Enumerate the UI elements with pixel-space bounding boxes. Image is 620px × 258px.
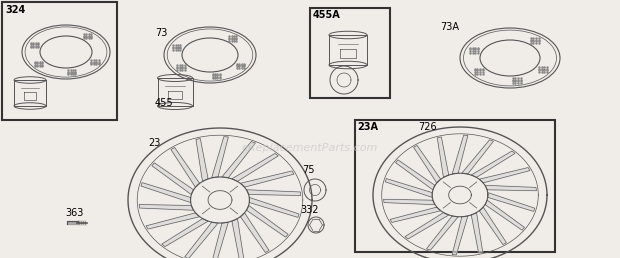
Polygon shape (488, 193, 534, 211)
Polygon shape (385, 179, 432, 197)
Text: 455A: 455A (313, 10, 341, 20)
Polygon shape (384, 199, 435, 205)
Text: 23: 23 (148, 138, 161, 148)
Polygon shape (405, 213, 449, 239)
Polygon shape (211, 137, 228, 178)
Polygon shape (185, 222, 218, 258)
Bar (2, 2, 117, 120)
Polygon shape (171, 148, 200, 187)
Polygon shape (485, 185, 536, 191)
Bar (355, 120, 555, 252)
Polygon shape (232, 154, 278, 181)
Polygon shape (427, 216, 458, 250)
Polygon shape (141, 183, 190, 203)
Polygon shape (396, 160, 435, 190)
Polygon shape (211, 222, 228, 258)
Polygon shape (479, 207, 507, 245)
Text: eReplacementParts.com: eReplacementParts.com (242, 143, 378, 153)
Text: 73: 73 (155, 28, 167, 38)
Polygon shape (390, 207, 441, 222)
Text: 455: 455 (155, 98, 174, 108)
Polygon shape (414, 146, 441, 183)
Bar (310, 8, 390, 98)
Polygon shape (437, 137, 449, 177)
Polygon shape (162, 219, 208, 247)
Polygon shape (479, 167, 530, 183)
Text: 726: 726 (418, 122, 436, 132)
Polygon shape (222, 142, 255, 178)
Polygon shape (471, 151, 515, 177)
Text: 332: 332 (300, 205, 319, 215)
Polygon shape (249, 197, 299, 217)
Text: 75: 75 (302, 165, 314, 175)
Polygon shape (462, 140, 494, 174)
Polygon shape (485, 200, 525, 230)
Polygon shape (247, 190, 301, 196)
Text: 363: 363 (65, 208, 83, 218)
Text: 23A: 23A (357, 122, 378, 132)
Text: 324: 324 (5, 5, 25, 15)
Polygon shape (241, 213, 269, 253)
Polygon shape (196, 139, 208, 181)
Polygon shape (471, 213, 483, 253)
Polygon shape (247, 206, 288, 237)
Polygon shape (232, 219, 244, 258)
Polygon shape (152, 163, 193, 195)
Polygon shape (452, 216, 468, 255)
Polygon shape (452, 135, 468, 174)
Polygon shape (241, 171, 294, 187)
Text: 73A: 73A (440, 22, 459, 32)
Polygon shape (140, 205, 193, 210)
Polygon shape (146, 213, 200, 229)
